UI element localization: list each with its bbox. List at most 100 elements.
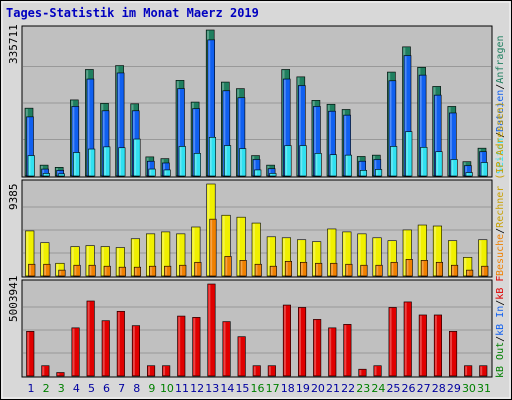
legend-kb: kB Out/kB In/kB F bbox=[495, 276, 506, 378]
bar-seiten-13-body bbox=[208, 136, 216, 177]
bar-besuche-1 bbox=[28, 263, 36, 277]
bar-kbf-25-body bbox=[388, 307, 397, 377]
ymax-label-kb: 5003941 bbox=[7, 276, 20, 322]
bar-dateien-2-shine bbox=[42, 169, 45, 176]
bar-besuche-21-shine bbox=[331, 264, 333, 276]
bar-seiten-7 bbox=[118, 147, 126, 177]
day-label-17: 17 bbox=[266, 382, 280, 395]
day-label-23: 23 bbox=[356, 382, 370, 395]
bar-kbf-24 bbox=[373, 365, 382, 377]
bar-seiten-10-shine bbox=[164, 170, 167, 176]
bar-besuche-14 bbox=[224, 256, 232, 277]
bar-kbf-27 bbox=[418, 314, 427, 377]
day-label-14: 14 bbox=[220, 382, 234, 395]
bar-dateien-12-shine bbox=[193, 109, 196, 176]
bar-besuche-25-body bbox=[390, 261, 398, 277]
bar-kbf-3-shine bbox=[57, 373, 60, 376]
bar-besuche-28 bbox=[435, 261, 444, 277]
bar-besuche-13-body bbox=[209, 218, 217, 277]
bar-seiten-5 bbox=[88, 148, 96, 177]
bar-besuche-23 bbox=[360, 264, 368, 277]
bar-kbf-7-body bbox=[116, 310, 125, 377]
bar-dateien-24-shine bbox=[374, 160, 377, 176]
bars-layer bbox=[24, 29, 489, 377]
bar-kbf-26 bbox=[403, 301, 412, 377]
bar-kbf-11-body bbox=[177, 315, 186, 377]
day-label-29: 29 bbox=[447, 382, 461, 395]
day-label-4: 4 bbox=[73, 382, 80, 395]
bar-kbf-30-body bbox=[464, 365, 473, 377]
bar-besuche-26-body bbox=[405, 259, 413, 277]
bar-seiten-15-shine bbox=[240, 149, 242, 176]
bar-seiten-14 bbox=[224, 145, 232, 177]
bar-seiten-13-shine bbox=[210, 138, 212, 176]
bar-seiten-18-shine bbox=[285, 146, 288, 176]
bar-kbf-29-shine bbox=[450, 332, 452, 376]
bar-seiten-25 bbox=[390, 146, 398, 177]
bar-kbf-16-body bbox=[252, 365, 261, 377]
bar-seiten-9-shine bbox=[149, 169, 152, 176]
bar-seiten-15-body bbox=[239, 148, 247, 177]
bar-kbf-24-body bbox=[373, 365, 382, 377]
bar-seiten-12-body bbox=[193, 153, 201, 177]
bar-kbf-4-body bbox=[71, 327, 80, 377]
bar-kbf-8-shine bbox=[133, 326, 135, 376]
day-label-6: 6 bbox=[103, 382, 110, 395]
bar-kbf-19-body bbox=[297, 307, 307, 377]
bar-besuche-5-shine bbox=[89, 266, 92, 276]
day-label-12: 12 bbox=[190, 382, 204, 395]
bar-dateien-7-shine bbox=[117, 73, 120, 176]
bar-dateien-10-shine bbox=[163, 163, 165, 176]
bar-rechner-20-shine bbox=[313, 242, 316, 276]
bar-seiten-30-body bbox=[465, 172, 473, 177]
bar-kbf-21-shine bbox=[329, 328, 332, 376]
bar-seiten-10-body bbox=[163, 169, 171, 177]
bar-besuche-7-body bbox=[118, 266, 126, 277]
bar-besuche-3 bbox=[58, 269, 66, 277]
bar-kbf-4-shine bbox=[72, 328, 75, 376]
bar-dateien-9-shine bbox=[148, 162, 150, 176]
bar-rechner-28-shine bbox=[434, 226, 437, 276]
bar-dateien-11-shine bbox=[178, 89, 181, 176]
bar-besuche-28-body bbox=[435, 261, 444, 277]
bar-besuche-28-shine bbox=[437, 263, 439, 276]
bar-besuche-3-shine bbox=[59, 270, 62, 276]
bar-kbf-31 bbox=[479, 365, 488, 377]
bar-rechner-9-shine bbox=[147, 234, 150, 276]
bar-dateien-23-shine bbox=[359, 162, 362, 176]
bar-seiten-5-body bbox=[88, 148, 96, 177]
day-label-30: 30 bbox=[462, 382, 476, 395]
ymax-label-requests: 335711 bbox=[7, 24, 20, 64]
bar-seiten-21-shine bbox=[330, 155, 333, 176]
bar-kbf-2-shine bbox=[42, 366, 45, 376]
bar-kbf-17 bbox=[267, 365, 276, 377]
bar-besuche-2-shine bbox=[44, 265, 47, 276]
bar-seiten-31-shine bbox=[481, 163, 484, 176]
bar-besuche-22-shine bbox=[346, 265, 349, 276]
bar-dateien-28-shine bbox=[435, 95, 437, 176]
bar-seiten-20-body bbox=[314, 153, 322, 177]
bar-kbf-15-body bbox=[237, 336, 246, 377]
bar-besuche-2-body bbox=[43, 263, 51, 277]
bar-seiten-23-body bbox=[359, 170, 368, 177]
bar-seiten-11 bbox=[178, 146, 186, 177]
day-label-31: 31 bbox=[477, 382, 491, 395]
bar-kbf-2 bbox=[41, 365, 50, 377]
bar-seiten-25-shine bbox=[391, 147, 393, 176]
bar-rechner-24-shine bbox=[373, 238, 376, 276]
legend-dateien: Dateien bbox=[495, 90, 506, 132]
day-label-16: 16 bbox=[251, 382, 265, 395]
bar-seiten-22 bbox=[344, 154, 352, 177]
day-label-21: 21 bbox=[326, 382, 340, 395]
bar-seiten-2 bbox=[42, 173, 50, 177]
bar-besuche-21-body bbox=[330, 262, 338, 277]
bar-seiten-14-body bbox=[224, 145, 232, 177]
bar-seiten-29 bbox=[450, 159, 458, 177]
day-label-28: 28 bbox=[432, 382, 446, 395]
bar-rechner-16-shine bbox=[252, 223, 255, 276]
bar-seiten-4-shine bbox=[74, 153, 76, 176]
bar-kbf-13-body bbox=[207, 283, 216, 377]
bar-seiten-27 bbox=[420, 146, 428, 177]
bar-kbf-18-shine bbox=[284, 305, 286, 376]
